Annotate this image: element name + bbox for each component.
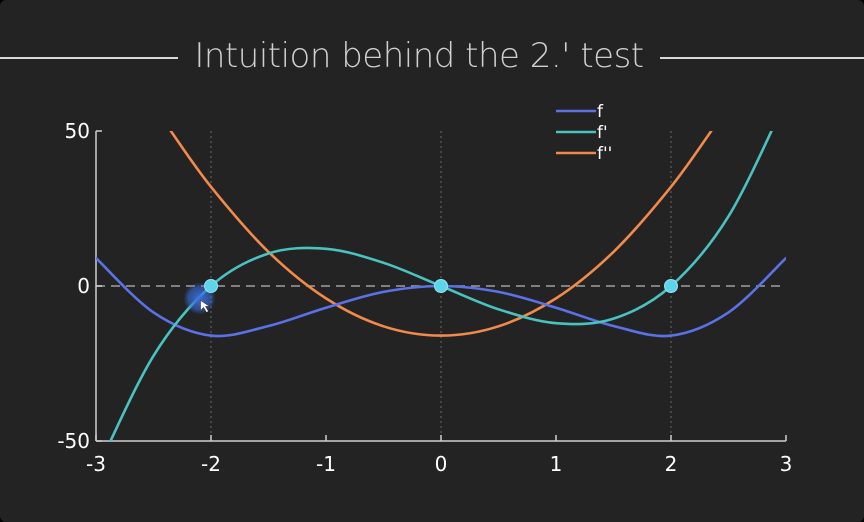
critical-point-marker [664,279,678,293]
y-tick-label: -50 [57,429,90,453]
x-tick-label: 2 [665,452,678,476]
mouse-pointer-icon [200,299,211,313]
x-tick-label: -3 [86,452,106,476]
x-tick-label: -2 [201,452,221,476]
critical-point-marker [204,279,218,293]
critical-point-marker [434,279,448,293]
legend-label: f' [597,123,608,143]
series-line-f-double-prime [169,131,713,337]
legend-label: f'' [597,144,612,164]
x-tick-label: 1 [550,452,563,476]
x-tick-label: -1 [316,452,336,476]
title-rule-left [0,57,178,59]
x-tick-label: 0 [435,452,448,476]
x-tick-label: 3 [780,452,793,476]
chart-title: Intuition behind the 2.' test [194,36,644,76]
y-tick-label: 0 [77,274,90,298]
title-rule-right [660,57,864,59]
legend-label: f [597,102,604,122]
y-tick-label: 50 [65,119,90,143]
